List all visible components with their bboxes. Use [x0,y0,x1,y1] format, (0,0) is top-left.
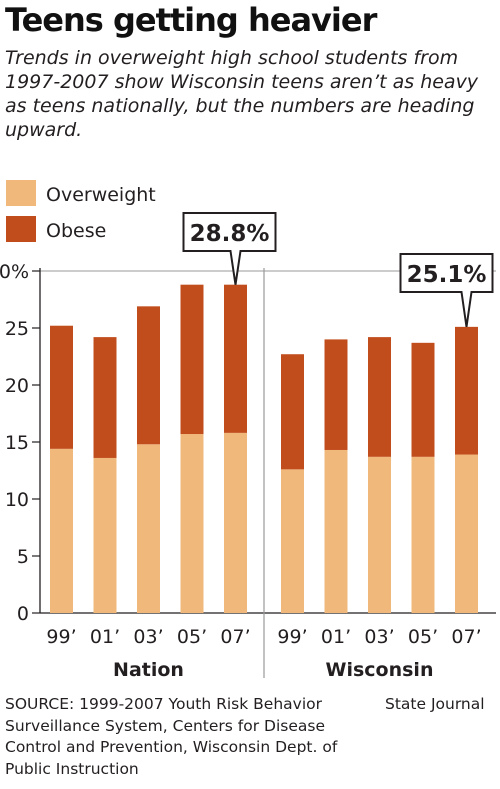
x-tick-label: 07’ [451,626,481,648]
bar-obese-wisconsin-2 [368,337,391,457]
source-note: SOURCE: 1999-2007 Youth Risk Behavior Su… [5,695,338,778]
plot-area: 0 5 10 15 20 25 30% 99’ 01’ 03’ 05’ 07’ Nation 28.8% 9… [0,212,496,681]
callout-box-wisconsin [399,253,494,328]
x-tick-label: 01’ [321,626,351,648]
x-tick-label: 05’ [177,626,207,648]
y-tick-label: 5 [17,546,29,568]
x-tick-label: 99’ [277,626,307,648]
y-tick-label: 30% [0,261,29,283]
bar-obese-wisconsin-4 [455,326,478,455]
bar-obese-wisconsin-0 [281,354,304,470]
x-tick-label: 07’ [220,626,250,648]
bar-obese-nation-4 [224,284,247,433]
x-tick-label: 03’ [364,626,394,648]
callout-label-wisconsin: 25.1% [407,262,487,288]
bar-obese-wisconsin-3 [411,342,435,457]
bar-overweight-wisconsin-0 [281,469,304,613]
bar-overweight-wisconsin-4 [455,454,478,613]
legend-swatch-overweight [6,180,36,206]
group-label-wisconsin: Wisconsin [326,659,434,681]
y-tick-label: 0 [17,603,29,625]
x-tick-label: 01’ [90,626,120,648]
bar-obese-nation-2 [137,306,160,445]
y-tick-label: 15 [5,432,29,454]
bar-overweight-nation-2 [137,444,160,613]
bar-obese-wisconsin-1 [324,339,348,450]
legend-label-obese: Obese [46,220,106,242]
x-tick-label: 99’ [46,626,76,648]
legend: Overweight Obese [6,180,156,242]
credit-line: State Journal [385,695,485,713]
legend-label-overweight: Overweight [46,184,156,206]
bar-overweight-nation-3 [180,434,204,613]
stacked-bar-chart: Overweight Obese 051015202530%99’01’03’0… [0,180,496,681]
bar-overweight-wisconsin-2 [368,456,391,613]
callout-label-nation: 28.8% [190,221,270,247]
bar-overweight-wisconsin-1 [324,449,348,613]
bar-overweight-nation-4 [224,432,247,613]
y-tick-label: 25 [5,318,29,340]
chart-title: Teens getting heavier [5,1,377,39]
callout-box-nation [182,212,277,285]
bar-obese-nation-0 [50,325,73,449]
x-tick-label: 05’ [408,626,438,648]
legend-swatch-obese [6,216,36,242]
bar-overweight-nation-1 [93,457,117,613]
x-tick-label: 03’ [133,626,163,648]
bar-overweight-nation-0 [50,448,73,613]
bar-obese-nation-1 [93,337,117,458]
chart-subtitle: Trends in overweight high school student… [5,47,479,141]
bar-overweight-wisconsin-3 [411,456,435,613]
group-label-nation: Nation [113,659,184,681]
bar-obese-nation-3 [180,284,204,435]
y-tick-label: 10 [5,489,29,511]
y-tick-label: 20 [5,375,29,397]
